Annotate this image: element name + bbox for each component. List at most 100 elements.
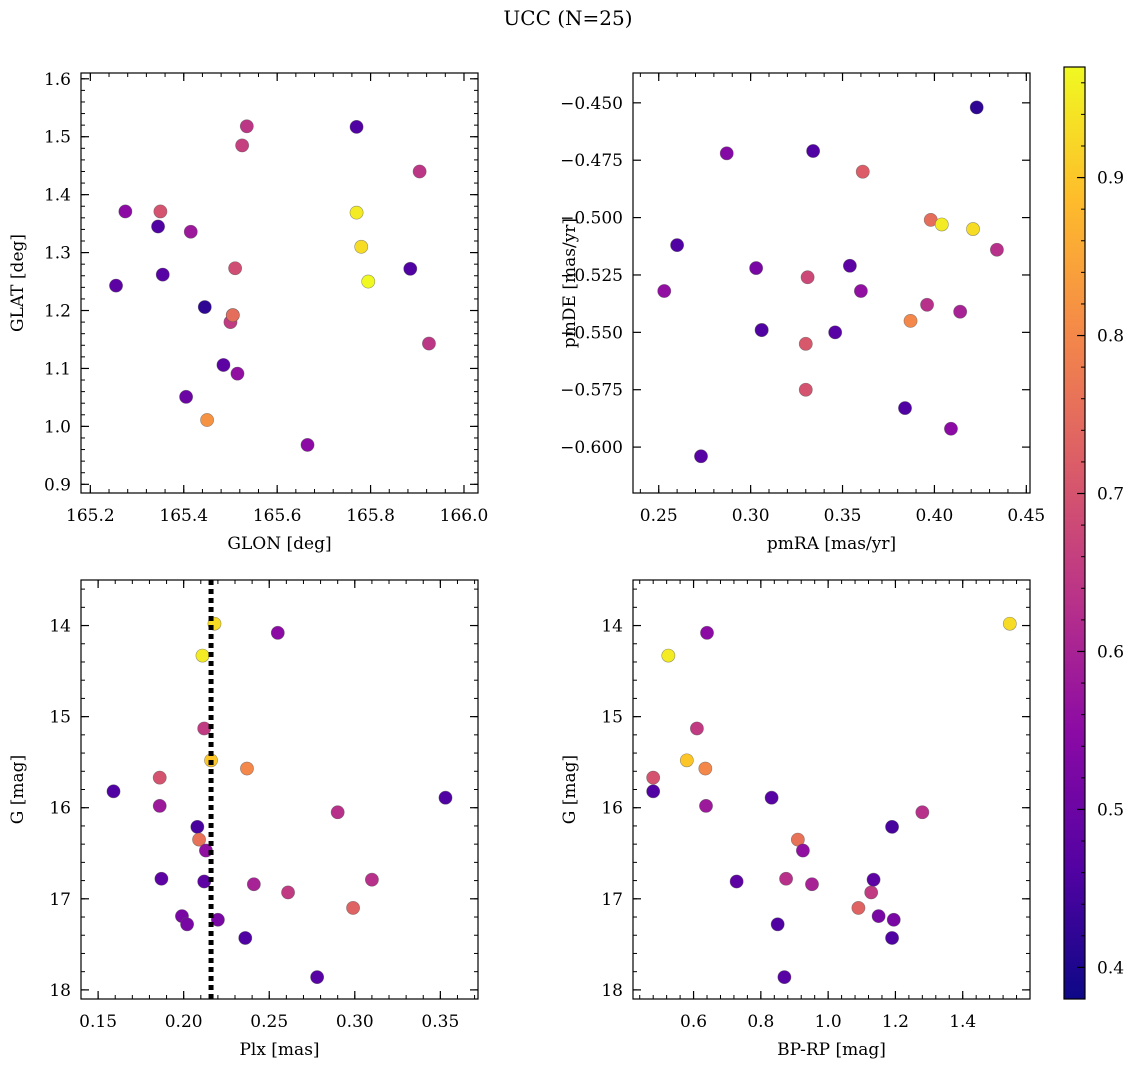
scatter-point xyxy=(871,909,886,924)
scatter-point xyxy=(646,770,661,785)
colorbar-gradient xyxy=(1063,66,1086,1000)
x-tick-label: 0.30 xyxy=(336,1012,374,1032)
scatter-point xyxy=(934,217,949,232)
colorbar-tick-label: 0.5 xyxy=(1097,800,1124,820)
scatter-point xyxy=(885,931,899,945)
scatter-point xyxy=(855,164,870,179)
scatter-point xyxy=(349,119,364,134)
scatter-point xyxy=(412,164,427,179)
scatter-point xyxy=(246,877,261,892)
scatter-point xyxy=(151,219,165,234)
x-tick-label: 0.45 xyxy=(1007,506,1045,526)
x-tick-label: 0.40 xyxy=(915,506,953,526)
y-tick-label: 15 xyxy=(601,708,623,728)
scatter-point xyxy=(798,336,813,351)
x-tick-label: 0.8 xyxy=(747,1012,774,1032)
axes-frame xyxy=(632,72,1031,494)
scatter-point xyxy=(796,843,810,858)
scatter-point xyxy=(422,336,436,351)
scatter-point xyxy=(230,366,245,381)
x-axis-label: Plx [mas] xyxy=(239,1040,319,1060)
scatter-point xyxy=(183,224,198,239)
colorbar-tick-label: 0.8 xyxy=(1097,327,1124,347)
colorbar-tick-label: 0.9 xyxy=(1097,169,1124,189)
scatter-point xyxy=(885,819,899,834)
scatter-point xyxy=(854,284,868,298)
scatter-point xyxy=(646,784,661,799)
x-tick-label: 0.15 xyxy=(79,1012,117,1032)
axes-frame xyxy=(80,72,479,494)
y-tick-label: −0.525 xyxy=(560,266,623,286)
scatter-point xyxy=(155,267,170,282)
y-tick-label: −0.550 xyxy=(560,323,623,343)
x-tick-label: 165.6 xyxy=(253,506,302,526)
scatter-point xyxy=(239,119,254,134)
scatter-point xyxy=(851,901,866,915)
scatter-point xyxy=(719,146,734,161)
y-tick-label: 1.6 xyxy=(44,70,71,90)
scatter-point xyxy=(886,912,901,927)
scatter-point xyxy=(238,931,253,945)
x-axis-label: pmRA [mas/yr] xyxy=(767,534,896,554)
y-tick-label: 17 xyxy=(601,890,623,910)
scatter-point xyxy=(764,790,779,805)
x-tick-label: 1.0 xyxy=(815,1012,842,1032)
scatter-point xyxy=(800,270,815,285)
y-tick-label: 16 xyxy=(601,799,623,819)
x-tick-label: 0.30 xyxy=(732,506,770,526)
scatter-point xyxy=(920,297,934,312)
panel-4: 0.6 0.8 1.0 1.2 1.4 14 15 16 17 18 BP-RP [mag] G [m… xyxy=(560,579,1031,1060)
scatter-point xyxy=(192,832,206,847)
axes-frame xyxy=(632,579,1031,1000)
scatter-point xyxy=(661,648,676,663)
panel-1: 165.2 165.4 165.6 165.8 166.0 0.9 1.0 1.1 1.2 1.3… xyxy=(8,70,488,554)
scatter-point xyxy=(200,413,215,427)
scatter-point xyxy=(349,205,364,220)
scatter-point xyxy=(828,325,843,340)
scatter-point xyxy=(953,304,968,319)
y-tick-label: 1.5 xyxy=(44,128,71,148)
scatter-point xyxy=(915,805,930,820)
scatter-point xyxy=(657,284,672,298)
y-tick-label: 1.2 xyxy=(44,302,71,322)
scatter-point xyxy=(403,261,418,276)
scatter-point xyxy=(152,798,167,813)
scatter-point xyxy=(805,877,819,892)
y-axis-label: G [mag] xyxy=(560,755,580,824)
scatter-point xyxy=(109,278,123,293)
y-tick-label: 1.3 xyxy=(44,244,71,264)
scatter-points xyxy=(109,119,436,452)
scatter-point xyxy=(779,871,793,886)
scatter-point xyxy=(944,421,958,436)
scatter-point xyxy=(300,438,315,452)
scatter-point xyxy=(118,204,133,219)
scatter-point xyxy=(864,885,879,900)
x-tick-label: 0.35 xyxy=(421,1012,459,1032)
scatter-point xyxy=(197,300,212,314)
scatter-point xyxy=(106,784,121,799)
scatter-point xyxy=(270,625,285,640)
y-tick-label: −0.475 xyxy=(560,151,623,171)
scatter-point xyxy=(346,901,360,915)
x-tick-label: 0.20 xyxy=(165,1012,203,1032)
scatter-point xyxy=(966,222,980,236)
y-tick-label: −0.500 xyxy=(560,209,623,229)
scatter-point xyxy=(195,648,210,663)
scatter-point xyxy=(225,308,240,323)
y-tick-label: 1.0 xyxy=(44,417,71,437)
x-tick-label: 0.35 xyxy=(824,506,862,526)
colorbar: 0.4 0.5 0.6 0.7 0.8 0.9 xyxy=(1063,66,1124,1000)
y-tick-label: 18 xyxy=(601,981,623,1001)
x-tick-label: 0.25 xyxy=(640,506,678,526)
x-tick-label: 1.2 xyxy=(882,1012,909,1032)
x-tick-label: 1.4 xyxy=(949,1012,976,1032)
x-tick-label: 166.0 xyxy=(440,506,489,526)
colorbar-tick-label: 0.6 xyxy=(1097,642,1124,662)
scatter-point xyxy=(190,819,205,834)
scatter-point xyxy=(806,144,821,158)
scatter-point xyxy=(798,382,813,397)
x-tick-label: 165.4 xyxy=(159,506,208,526)
y-tick-label: 0.9 xyxy=(44,475,71,495)
scatter-point xyxy=(842,258,857,273)
